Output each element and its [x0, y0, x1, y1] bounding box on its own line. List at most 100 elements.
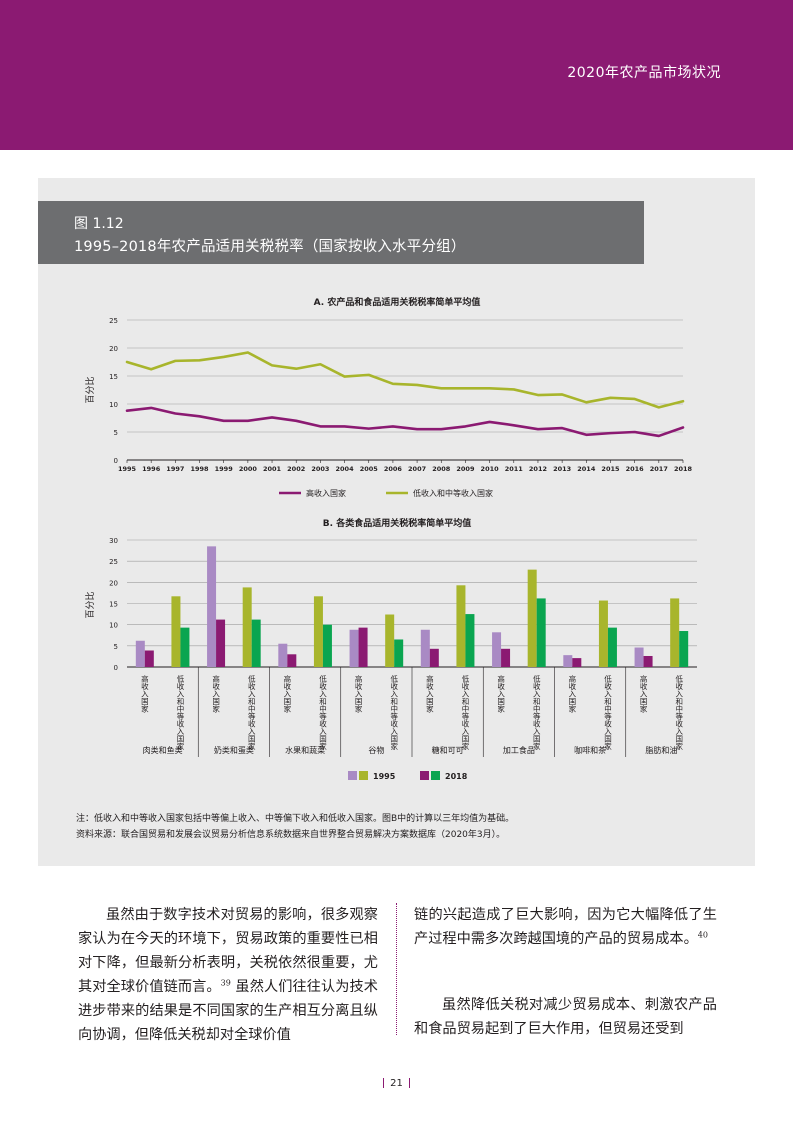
bar [394, 639, 404, 667]
y-tick-label: 10 [109, 401, 118, 409]
group-label: 低收入和中等收入国家 [247, 674, 256, 751]
legend-label: 低收入和中等收入国家 [413, 488, 493, 498]
y-tick-label: 20 [109, 345, 118, 353]
group-label: 高收入国家 [425, 674, 434, 713]
bar [144, 650, 154, 667]
category-label: 谷物 [368, 745, 384, 755]
page-number: 21 [390, 1078, 403, 1089]
figure-panel: 图 1.12 1995–2018年农产品适用关税税率（国家按收入水平分组） A.… [38, 178, 755, 866]
x-tick-label: 2004 [336, 465, 355, 473]
figure-number: 图 1.12 [74, 216, 124, 232]
bar [634, 647, 644, 667]
category-label: 脂肪和油 [645, 745, 677, 755]
bar [527, 569, 537, 667]
chart-a-title: A. 农产品和食品适用关税税率简单平均值 [314, 296, 481, 308]
page-number-bar-right [408, 1078, 411, 1088]
group-label: 高收入国家 [283, 674, 292, 713]
bar [242, 587, 252, 667]
bar [536, 598, 546, 667]
group-label: 高收入国家 [568, 674, 577, 713]
x-tick-label: 2003 [311, 465, 329, 473]
chart-canvas: A. 农产品和食品适用关税税率简单平均值 百分比 0 5 10 15 20 25 1995… [84, 296, 697, 781]
bar [607, 627, 617, 667]
report-title: 2020年农产品市场状况 [567, 65, 721, 81]
bar [180, 627, 190, 667]
body-left-text-2: 虽然人们往往认为技术进步带来的结果是不同国家的生产相互分离且纵向协调，但降低关税… [78, 979, 378, 1043]
legend-swatch [348, 771, 357, 780]
page-number-footer: 21 [0, 1078, 793, 1089]
bar [322, 624, 332, 667]
bar [429, 648, 439, 667]
y-tick-label: 30 [109, 537, 118, 545]
figure-notes: 注：低收入和中等收入国家包括中等偏上收入、中等偏下收入和低收入国家。图B中的计算… [76, 811, 514, 843]
bar [598, 600, 608, 667]
x-tick-label: 2013 [553, 465, 571, 473]
y-tick-label: 15 [109, 373, 118, 381]
body-left-text: 虽然由于数字技术对贸易的影响，很多观察家认为在今天的环境下，贸易政策的重要性已相… [78, 907, 378, 995]
x-tick-label: 1998 [190, 465, 209, 473]
y-tick-label: 0 [114, 664, 118, 672]
group-label: 低收入和中等收入国家 [674, 674, 683, 751]
y-tick-label: 25 [109, 558, 118, 566]
legend-label: 2018 [445, 772, 468, 781]
x-tick-label: 1996 [142, 465, 161, 473]
group-label: 高收入国家 [496, 674, 505, 713]
x-tick-label: 2017 [650, 465, 668, 473]
bar [207, 546, 217, 667]
category-label: 肉类和鱼类 [143, 745, 183, 755]
x-tick-label: 2002 [287, 465, 305, 473]
y-tick-label: 5 [114, 429, 118, 437]
legend-swatch [359, 771, 368, 780]
group-label: 高收入国家 [140, 674, 149, 713]
figure-caption: 1995–2018年农产品适用关税税率（国家按收入水平分组） [74, 239, 466, 255]
group-label: 低收入和中等收入国家 [532, 674, 541, 751]
figure-source: 资料来源：联合国贸易和发展会议贸易分析信息系统数据来自世界整合贸易解决方案数据库… [76, 830, 506, 840]
legend-swatch [431, 771, 440, 780]
bar [135, 640, 145, 667]
body-right-paragraph-1: 链的兴起造成了巨大影响，因为它大幅降低了生产过程中需多次跨越国境的产品的贸易成本… [414, 903, 717, 951]
y-tick-label: 0 [114, 457, 118, 465]
group-label: 低收入和中等收入国家 [389, 674, 398, 751]
chart-b-ylabel: 百分比 [84, 591, 96, 618]
x-tick-label: 2014 [577, 465, 596, 473]
bar [216, 619, 226, 667]
chart-b-title: B. 各类食品适用关税税率简单平均值 [323, 517, 471, 529]
x-tick-label: 2005 [360, 465, 379, 473]
x-tick-label: 2006 [384, 465, 403, 473]
x-tick-label: 2008 [432, 465, 451, 473]
footnote-ref: 40 [697, 930, 708, 940]
group-label: 低收入和中等收入国家 [176, 674, 185, 751]
figure-title-bar: 图 1.12 1995–2018年农产品适用关税税率（国家按收入水平分组） [38, 201, 644, 264]
bar [670, 598, 680, 667]
x-tick-label: 2016 [626, 465, 645, 473]
figure-note: 注：低收入和中等收入国家包括中等偏上收入、中等偏下收入和低收入国家。图B中的计算… [76, 814, 515, 824]
legend-swatch [420, 771, 429, 780]
bar [456, 585, 466, 667]
group-label: 低收入和中等收入国家 [461, 674, 470, 751]
y-tick-label: 5 [114, 643, 118, 651]
category-label: 奶类和蛋类 [214, 745, 254, 755]
bar [251, 619, 261, 667]
body-right-text-1: 链的兴起造成了巨大影响，因为它大幅降低了生产过程中需多次跨越国境的产品的贸易成本… [414, 907, 717, 947]
footnote-ref: 39 [220, 978, 231, 988]
bar [349, 629, 359, 667]
bar [287, 654, 297, 667]
bar [358, 627, 368, 667]
x-tick-label: 2015 [601, 465, 620, 473]
body-right-paragraph-2: 虽然降低关税对减少贸易成本、刺激农产品和食品贸易起到了巨大作用，但贸易还受到 [414, 997, 717, 1037]
y-tick-label: 10 [109, 622, 118, 630]
line-chart-a: A. 农产品和食品适用关税税率简单平均值 百分比 0 5 10 15 20 25 1995… [84, 296, 693, 498]
category-label: 水果和蔬菜 [285, 745, 325, 755]
series-line [125, 351, 685, 409]
x-tick-label: 2000 [239, 465, 258, 473]
x-tick-label: 2011 [505, 465, 524, 473]
group-label: 低收入和中等收入国家 [603, 674, 612, 751]
bar [465, 614, 475, 667]
x-tick-label: 2009 [456, 465, 475, 473]
header-band: 2020年农产品市场状况 [0, 0, 793, 150]
x-tick-label: 1999 [215, 465, 234, 473]
column-divider [396, 903, 397, 1035]
x-tick-label: 2007 [408, 465, 426, 473]
y-tick-label: 25 [109, 317, 118, 325]
group-label: 高收入国家 [354, 674, 363, 713]
